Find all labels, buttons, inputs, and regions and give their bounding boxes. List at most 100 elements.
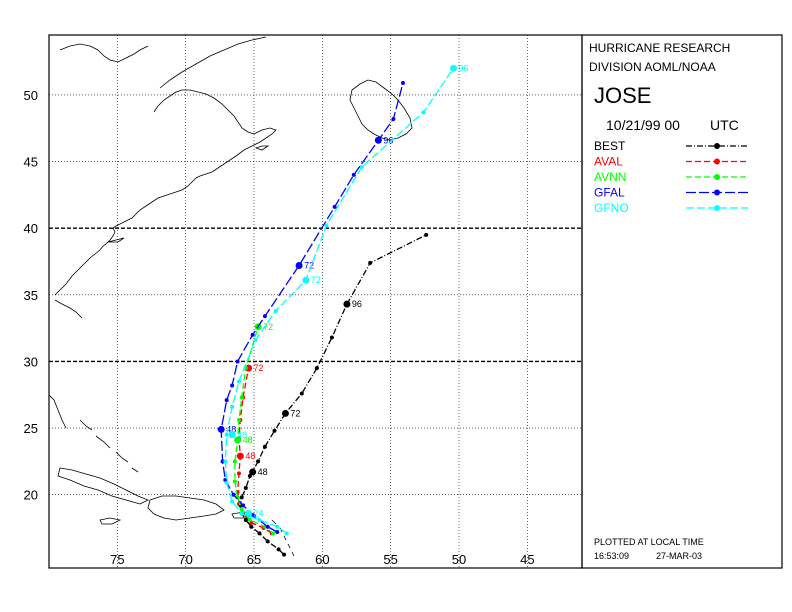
legend-label-best: BEST	[594, 139, 626, 153]
coastline-labrador	[159, 36, 267, 89]
track-point-best	[243, 518, 248, 523]
track-gfal: 48 72 96	[217, 80, 405, 535]
coastline-hispaniola	[147, 495, 225, 521]
track-line-avnn	[234, 326, 274, 534]
track-point-avnn	[232, 459, 237, 464]
track-line-best	[239, 234, 427, 556]
track-marker-aval	[236, 452, 244, 460]
legend-label-gfno: GFNO	[594, 201, 629, 215]
y-tick-label: 50	[24, 88, 38, 103]
track-point-best	[265, 539, 270, 544]
track-point-best	[239, 495, 244, 500]
y-tick-label: 30	[24, 354, 38, 369]
x-tick-label: 45	[520, 552, 534, 567]
track-point-best	[262, 444, 267, 449]
track-hour-label-gfal: 72	[304, 261, 314, 271]
y-tick-label: 45	[24, 155, 38, 170]
legend-marker-gfno	[714, 205, 720, 211]
track-point-aval	[236, 471, 241, 476]
org-line-2: DIVISION AOML/NOAA	[589, 60, 716, 74]
track-point-avnn	[247, 518, 252, 523]
legend-label-avnn: AVNN	[594, 170, 626, 184]
coastlines	[49, 36, 413, 557]
track-point-gfno	[224, 480, 229, 485]
track-point-gfal	[250, 332, 255, 337]
track-marker-gfal	[374, 136, 382, 144]
track-marker-best	[281, 409, 289, 417]
track-point-avnn	[271, 531, 276, 536]
coastline-newfoundland	[349, 79, 413, 141]
track-point-best	[276, 547, 281, 552]
track-point-avnn	[239, 395, 244, 400]
track-point-gfal	[241, 503, 246, 508]
track-point-best	[368, 260, 373, 265]
coastline-florida	[49, 394, 67, 429]
track-point-best	[272, 428, 277, 433]
x-tick-label: 50	[452, 552, 466, 567]
coastline-jamaica	[99, 517, 122, 525]
track-point-best	[243, 486, 248, 491]
legend-marker-avnn	[714, 174, 720, 180]
track-marker-best	[249, 468, 257, 476]
track-point-gfal	[275, 530, 280, 535]
track-point-gfno	[359, 164, 364, 169]
track-point-avnn	[262, 524, 267, 529]
coastline-nova-scotia	[229, 121, 277, 161]
track-hour-label-gfno: 72	[311, 275, 321, 285]
track-marker-avnn	[234, 436, 242, 444]
y-tick-label: 25	[24, 421, 38, 436]
map-grid	[49, 35, 582, 568]
info-panel	[581, 34, 783, 569]
track-marker-gfno	[450, 64, 458, 72]
track-point-gfal	[265, 524, 270, 529]
track-point-best	[257, 531, 262, 536]
track-point-avnn	[239, 507, 244, 512]
track-point-best	[256, 459, 261, 464]
legend-label-aval: AVAL	[594, 155, 623, 169]
track-point-gfno	[224, 432, 229, 437]
footer-date: 27-MAR-03	[656, 551, 702, 561]
legend-marker-aval	[714, 158, 720, 165]
track-hour-label-gfno: 96	[459, 63, 469, 73]
track-point-gfal	[351, 172, 356, 177]
track-point-gfal	[235, 359, 240, 364]
track-hour-label-best: 72	[290, 408, 300, 418]
x-tick-label: 55	[383, 552, 397, 567]
track-point-gfno	[223, 459, 228, 464]
track-point-best	[299, 391, 304, 396]
org-line-1: HURRICANE RESEARCH	[589, 41, 730, 55]
track-point-gfno	[275, 524, 280, 529]
coastline-bahamas	[79, 419, 139, 473]
forecast-timezone: UTC	[710, 117, 739, 133]
track-point-best	[314, 366, 319, 371]
coastline-cuba	[57, 467, 149, 505]
track-point-gfal	[400, 80, 405, 85]
track-hour-label-gfal: 48	[226, 424, 236, 434]
track-point-gfno	[421, 110, 426, 115]
footer-note: PLOTTED AT LOCAL TIME	[594, 537, 704, 547]
track-marker-gfal	[217, 425, 225, 433]
track-point-gfal	[231, 492, 236, 497]
track-hour-label-avnn: 72	[263, 322, 273, 332]
track-point-best	[424, 232, 429, 237]
track-hour-label-aval: 72	[254, 363, 264, 373]
track-point-best	[249, 524, 254, 529]
track-point-gfal	[220, 459, 225, 464]
track-gfno: 24 48 72 96	[223, 63, 469, 536]
track-marker-gfno	[245, 509, 253, 517]
coastline-pei	[254, 145, 270, 151]
x-tick-label: 75	[110, 552, 124, 567]
track-hour-label-best: 96	[352, 299, 362, 309]
track-point-avnn	[232, 479, 237, 484]
track-point-gfno	[324, 223, 329, 228]
track-point-avnn	[236, 418, 241, 423]
track-hour-label-aval: 48	[245, 451, 255, 461]
track-point-gfno	[284, 531, 289, 536]
legend-marker-best	[714, 143, 720, 149]
track-point-gfal	[332, 204, 337, 209]
coastline-east-us	[54, 159, 231, 296]
track-hour-label-avnn: 48	[243, 435, 253, 445]
forecast-datetime: 10/21/99 00	[606, 117, 680, 133]
